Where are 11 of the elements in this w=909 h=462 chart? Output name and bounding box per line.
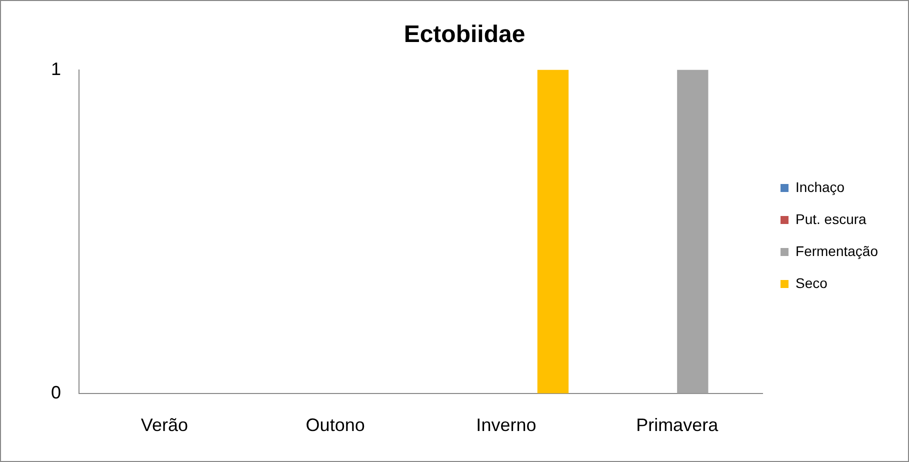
chart-title: Ectobiidae xyxy=(404,21,526,48)
legend-label: Put. escura xyxy=(796,210,867,227)
x-tick-label: Outono xyxy=(306,415,365,436)
x-tick-label: Inverno xyxy=(476,415,536,436)
legend-label: Fermentação xyxy=(796,242,878,259)
y-tick-label: 1 xyxy=(50,58,62,79)
y-tick-label: 0 xyxy=(50,382,62,402)
x-tick-label: Primavera xyxy=(636,415,720,436)
legend-label: Inchaço xyxy=(796,178,845,195)
legend-label: Seco xyxy=(796,274,828,291)
x-tick-label: Verão xyxy=(140,415,188,436)
